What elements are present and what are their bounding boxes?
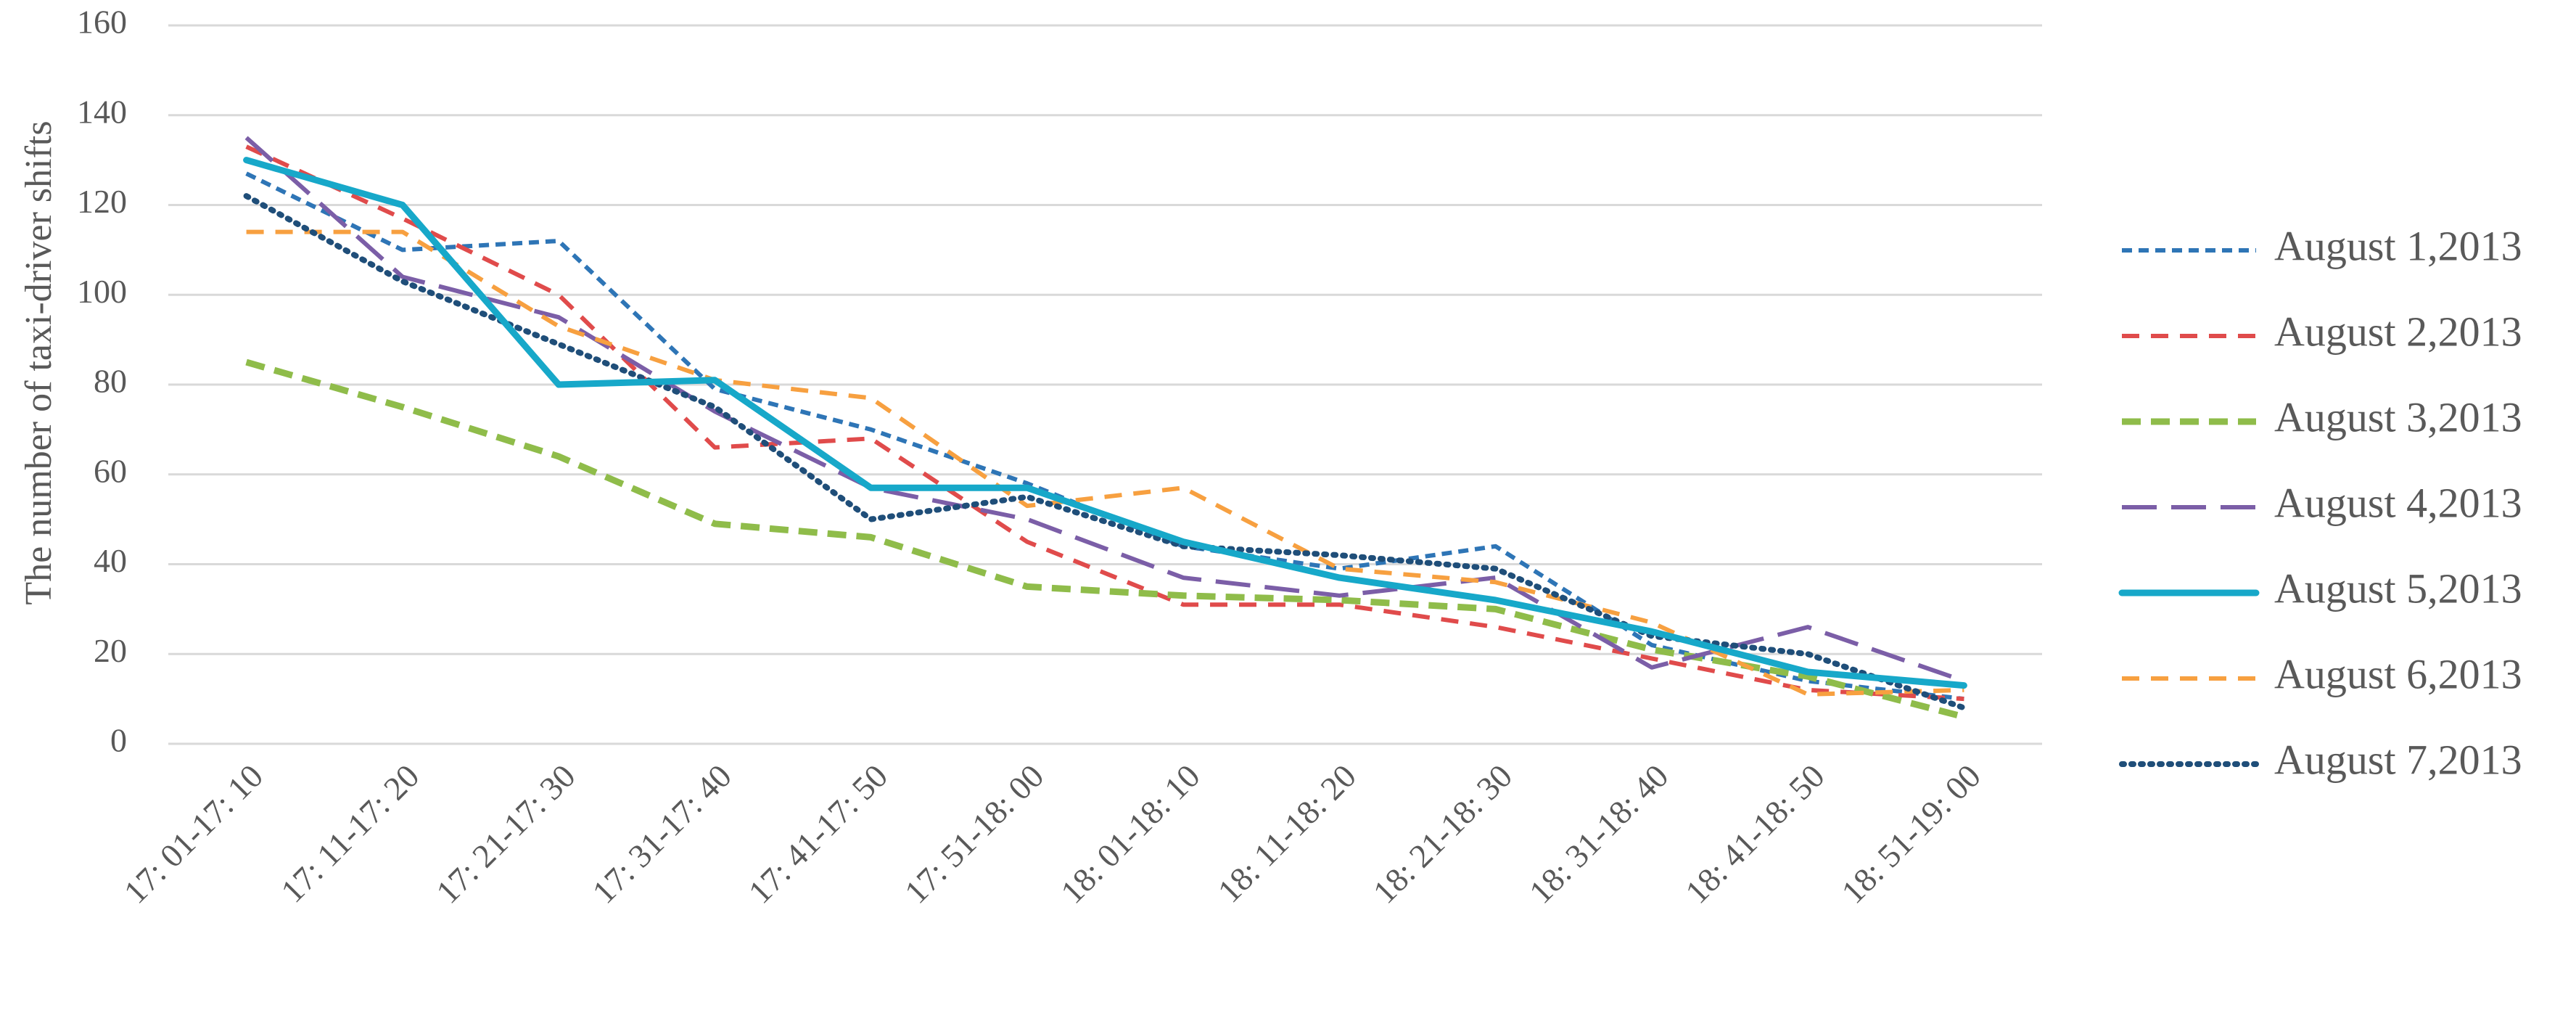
x-tick-label: 17: 11-17: 20 [273,757,426,909]
series-lines [243,136,1967,721]
x-tick-label: 18: 31-18: 40 [1522,757,1675,910]
y-tick-label: 20 [94,632,127,669]
legend-label: August 4,2013 [2274,479,2522,526]
legend-label: August 2,2013 [2274,308,2522,355]
y-axis-ticks: 0 20 40 60 80 100 120 140 160 [77,4,127,759]
series-line-7 [243,193,1967,711]
x-tick-label: 18: 41-18: 50 [1678,757,1831,910]
y-axis-title: The number of taxi-driver shifts [18,120,59,604]
x-tick-label: 18: 11-18: 20 [1211,757,1363,909]
y-tick-label: 160 [77,4,127,41]
legend-label: August 7,2013 [2274,736,2522,783]
x-axis-ticks: 17: 01-17: 10 17: 11-17: 20 17: 21-17: 30 1… [117,757,1988,910]
legend-label: August 5,2013 [2274,565,2522,612]
x-tick-label: 18: 21-18: 30 [1366,757,1519,910]
x-tick-label: 17: 31-17: 40 [585,757,738,910]
legend-label: August 3,2013 [2274,393,2522,440]
legend-label: August 1,2013 [2274,222,2522,269]
series-line-3 [245,358,1965,721]
x-tick-label: 17: 51-18: 00 [897,757,1050,910]
y-tick-label: 0 [110,722,127,759]
y-tick-label: 140 [77,93,127,130]
x-tick-label: 18: 51-19: 00 [1835,757,1988,910]
legend: August 1,2013 August 2,2013 August 3,2013 A… [2118,222,2522,783]
y-tick-label: 80 [94,363,127,400]
y-tick-label: 40 [94,542,127,579]
series-line-5 [243,157,1967,689]
legend-label: August 6,2013 [2274,650,2522,697]
y-tick-label: 60 [94,452,127,489]
x-tick-label: 18: 01-18: 10 [1053,757,1206,910]
y-tick-label: 100 [77,273,127,310]
series-line-2 [245,144,1964,702]
grid-lines [168,24,2042,745]
x-tick-label: 17: 01-17: 10 [117,757,270,910]
x-tick-label: 17: 21-17: 30 [429,757,582,910]
series-line-6 [246,229,1964,697]
y-tick-label: 120 [77,183,127,220]
x-tick-label: 17: 41-17: 50 [741,757,894,910]
series-line-4 [244,136,1965,684]
